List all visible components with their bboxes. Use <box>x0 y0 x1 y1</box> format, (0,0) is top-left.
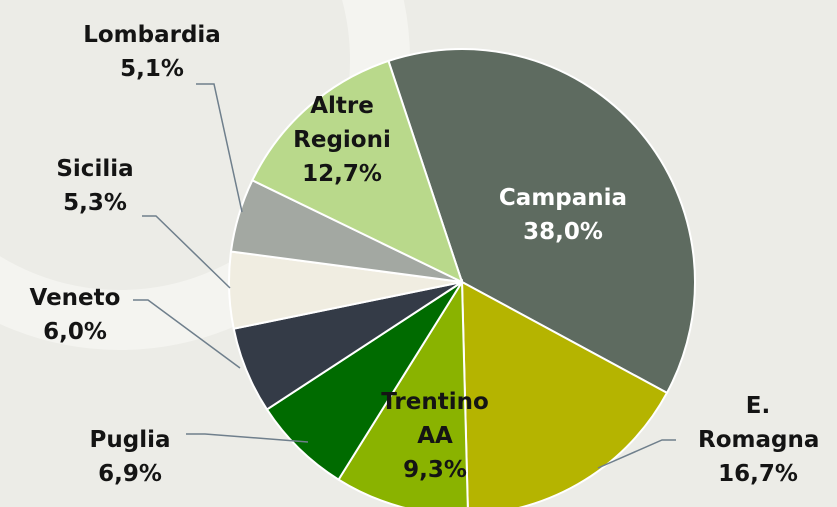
value-label: 5,3% <box>63 190 127 216</box>
pie-slice <box>460 280 669 507</box>
slice-label: Trentino AA 9,3% <box>380 385 490 487</box>
pie-slice <box>387 48 696 395</box>
value-label: 16,7% <box>718 461 798 487</box>
value-label: 12,7% <box>302 161 382 187</box>
category-label: Campania <box>498 185 628 211</box>
slice-label: Altre Regioni 12,7% <box>287 89 397 191</box>
pie <box>228 48 696 507</box>
leader-line <box>597 439 676 469</box>
value-label: 6,0% <box>43 319 107 345</box>
slice-label: Lombardia 5,1% <box>52 18 252 86</box>
leader-lines <box>133 83 676 469</box>
slice-label: Veneto 6,0% <box>5 281 145 349</box>
slice-label: Campania 38,0% <box>488 181 638 249</box>
slice-label: Sicilia 5,3% <box>25 152 165 220</box>
leader-line <box>186 433 309 443</box>
category-label: Puglia <box>89 427 171 453</box>
leader-line <box>133 299 241 369</box>
value-label: 5,1% <box>120 56 184 82</box>
value-label: 38,0% <box>523 219 603 245</box>
category-label: Lombardia <box>83 22 221 48</box>
leader-line <box>142 215 231 289</box>
category-label: Sicilia <box>56 156 134 182</box>
category-label: E. Romagna <box>698 393 820 453</box>
slice-label: Puglia 6,9% <box>60 423 200 491</box>
category-label: Altre Regioni <box>293 93 391 153</box>
background-arc <box>0 0 410 350</box>
value-label: 9,3% <box>403 457 467 483</box>
category-label: Veneto <box>29 285 121 311</box>
leader-line <box>196 83 243 213</box>
pie-slice <box>251 59 464 284</box>
slice-label: E. Romagna 16,7% <box>698 389 820 491</box>
category-label: Trentino AA <box>381 389 489 449</box>
value-label: 6,9% <box>98 461 162 487</box>
